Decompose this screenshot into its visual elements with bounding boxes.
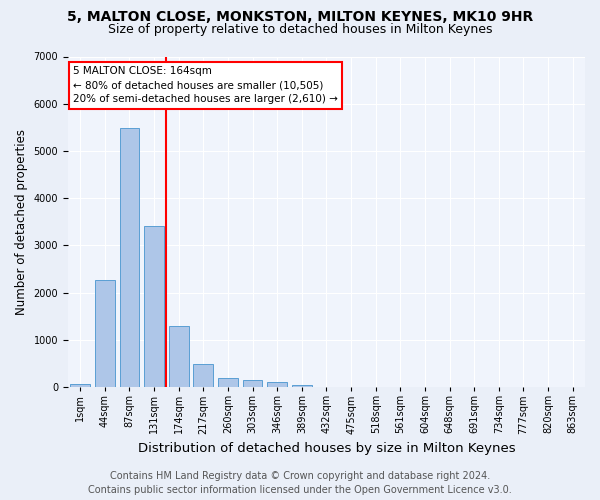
Bar xyxy=(193,364,213,387)
Text: 5 MALTON CLOSE: 164sqm
← 80% of detached houses are smaller (10,505)
20% of semi: 5 MALTON CLOSE: 164sqm ← 80% of detached… xyxy=(73,66,338,104)
Bar xyxy=(169,326,188,387)
Bar xyxy=(292,384,311,387)
Bar xyxy=(95,280,115,387)
Bar xyxy=(268,382,287,387)
Bar xyxy=(218,378,238,387)
Text: Size of property relative to detached houses in Milton Keynes: Size of property relative to detached ho… xyxy=(108,22,492,36)
Text: 5, MALTON CLOSE, MONKSTON, MILTON KEYNES, MK10 9HR: 5, MALTON CLOSE, MONKSTON, MILTON KEYNES… xyxy=(67,10,533,24)
Bar xyxy=(144,226,164,387)
X-axis label: Distribution of detached houses by size in Milton Keynes: Distribution of detached houses by size … xyxy=(137,442,515,455)
Text: Contains HM Land Registry data © Crown copyright and database right 2024.
Contai: Contains HM Land Registry data © Crown c… xyxy=(88,471,512,495)
Bar xyxy=(243,380,262,387)
Y-axis label: Number of detached properties: Number of detached properties xyxy=(15,129,28,315)
Bar xyxy=(119,128,139,387)
Bar xyxy=(70,384,90,387)
